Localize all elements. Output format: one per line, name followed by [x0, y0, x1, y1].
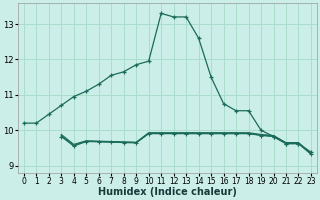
X-axis label: Humidex (Indice chaleur): Humidex (Indice chaleur): [98, 187, 237, 197]
